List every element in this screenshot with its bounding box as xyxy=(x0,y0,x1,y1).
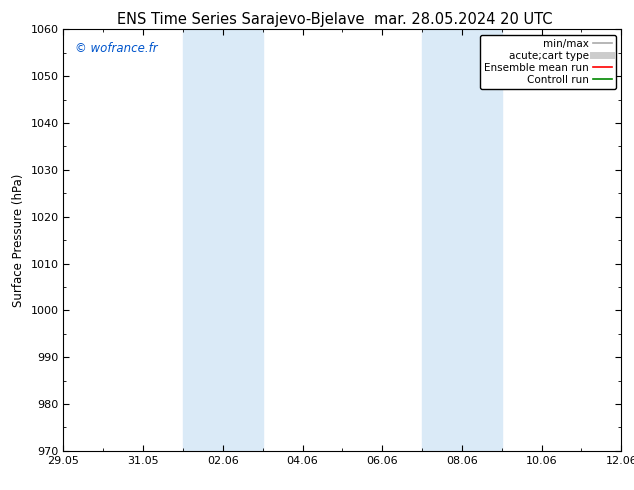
Bar xyxy=(422,29,462,451)
Text: mar. 28.05.2024 20 UTC: mar. 28.05.2024 20 UTC xyxy=(373,12,552,27)
Bar xyxy=(223,29,262,451)
Legend: min/max, acute;cart type, Ensemble mean run, Controll run: min/max, acute;cart type, Ensemble mean … xyxy=(480,35,616,89)
Bar xyxy=(462,29,501,451)
Y-axis label: Surface Pressure (hPa): Surface Pressure (hPa) xyxy=(12,173,25,307)
Bar xyxy=(183,29,223,451)
Text: © wofrance.fr: © wofrance.fr xyxy=(75,42,157,55)
Text: ENS Time Series Sarajevo-Bjelave: ENS Time Series Sarajevo-Bjelave xyxy=(117,12,365,27)
